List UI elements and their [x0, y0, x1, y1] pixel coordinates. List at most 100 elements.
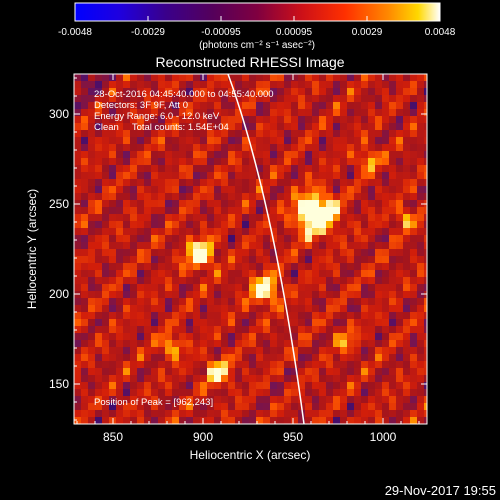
heatmap-cell — [312, 81, 319, 88]
heatmap-cell — [424, 263, 427, 270]
heatmap-cell — [130, 326, 137, 333]
heatmap-cell — [81, 144, 88, 151]
heatmap-cell — [137, 74, 144, 81]
heatmap-cell — [228, 123, 235, 130]
heatmap-cell — [123, 186, 130, 193]
heatmap-cell — [263, 102, 270, 109]
heatmap-cell — [228, 347, 235, 354]
heatmap-cell — [172, 193, 179, 200]
heatmap-cell — [228, 305, 235, 312]
heatmap-cell — [263, 130, 270, 137]
heatmap-cell — [312, 242, 319, 249]
heatmap-cell — [396, 277, 403, 284]
heatmap-cell — [172, 158, 179, 165]
info-line-time: 28-Oct-2016 04:45:40.000 to 04:55:40.000 — [94, 89, 274, 100]
heatmap-cell — [291, 228, 298, 235]
heatmap-cell — [389, 137, 396, 144]
heatmap-cell — [221, 375, 228, 382]
heatmap-cell — [228, 410, 235, 417]
heatmap-cell — [277, 130, 284, 137]
heatmap-cell — [284, 228, 291, 235]
heatmap-cell — [389, 270, 396, 277]
heatmap-cell — [284, 137, 291, 144]
heatmap-cell — [354, 214, 361, 221]
heatmap-cell — [424, 375, 427, 382]
heatmap-cell — [368, 340, 375, 347]
heatmap-cell — [158, 81, 165, 88]
heatmap-cell — [375, 333, 382, 340]
heatmap-cell — [410, 298, 417, 305]
heatmap-cell — [270, 277, 277, 284]
heatmap-cell — [403, 179, 410, 186]
heatmap-cell — [256, 137, 263, 144]
heatmap-cell — [214, 410, 221, 417]
heatmap-cell — [256, 340, 263, 347]
heatmap-cell — [95, 256, 102, 263]
heatmap-cell — [284, 347, 291, 354]
heatmap-cell — [347, 284, 354, 291]
heatmap-cell — [95, 123, 102, 130]
heatmap-cell — [193, 298, 200, 305]
heatmap-cell — [242, 116, 249, 123]
heatmap-cell — [340, 172, 347, 179]
heatmap-cell — [116, 382, 123, 389]
heatmap-cell — [263, 158, 270, 165]
heatmap-cell — [382, 382, 389, 389]
heatmap-cell — [403, 74, 410, 81]
heatmap-cell — [137, 151, 144, 158]
heatmap-cell — [172, 116, 179, 123]
heatmap-cell — [102, 270, 109, 277]
heatmap-cell — [235, 137, 242, 144]
heatmap-cell — [207, 242, 214, 249]
heatmap-cell — [396, 249, 403, 256]
heatmap-cell — [368, 410, 375, 417]
heatmap-cell — [263, 137, 270, 144]
heatmap-cell — [88, 333, 95, 340]
heatmap-cell — [354, 298, 361, 305]
heatmap-cell — [298, 410, 305, 417]
heatmap-cell — [389, 214, 396, 221]
heatmap-cell — [284, 277, 291, 284]
heatmap-cell — [284, 200, 291, 207]
heatmap-cell — [312, 354, 319, 361]
heatmap-cell — [340, 81, 347, 88]
heatmap-cell — [333, 228, 340, 235]
heatmap-cell — [228, 291, 235, 298]
heatmap-cell — [319, 312, 326, 319]
y-tick-label: 250 — [49, 197, 69, 211]
heatmap-cell — [165, 193, 172, 200]
heatmap-cell — [249, 340, 256, 347]
heatmap-cell — [207, 410, 214, 417]
heatmap-cell — [277, 144, 284, 151]
heatmap-cell — [81, 368, 88, 375]
heatmap-cell — [403, 382, 410, 389]
heatmap-cell — [277, 109, 284, 116]
heatmap-cell — [102, 347, 109, 354]
heatmap-cell — [207, 403, 214, 410]
heatmap-cell — [361, 298, 368, 305]
heatmap-cell — [361, 130, 368, 137]
heatmap-cell — [165, 389, 172, 396]
heatmap-cell — [102, 186, 109, 193]
heatmap-cell — [95, 333, 102, 340]
heatmap-cell — [130, 186, 137, 193]
heatmap-cell — [305, 382, 312, 389]
heatmap-cell — [130, 361, 137, 368]
heatmap-cell — [403, 249, 410, 256]
heatmap-cell — [424, 305, 427, 312]
heatmap-cell — [375, 179, 382, 186]
heatmap-cell — [137, 137, 144, 144]
heatmap-cell — [242, 291, 249, 298]
heatmap-cell — [102, 102, 109, 109]
heatmap-cell — [319, 305, 326, 312]
heatmap-cell — [102, 172, 109, 179]
heatmap-cell — [305, 144, 312, 151]
heatmap-cell — [298, 130, 305, 137]
heatmap-cell — [179, 291, 186, 298]
heatmap-cell — [354, 193, 361, 200]
heatmap-cell — [144, 403, 151, 410]
heatmap-cell — [382, 312, 389, 319]
heatmap-cell — [123, 88, 130, 95]
heatmap-cell — [410, 333, 417, 340]
heatmap-cell — [305, 200, 312, 207]
